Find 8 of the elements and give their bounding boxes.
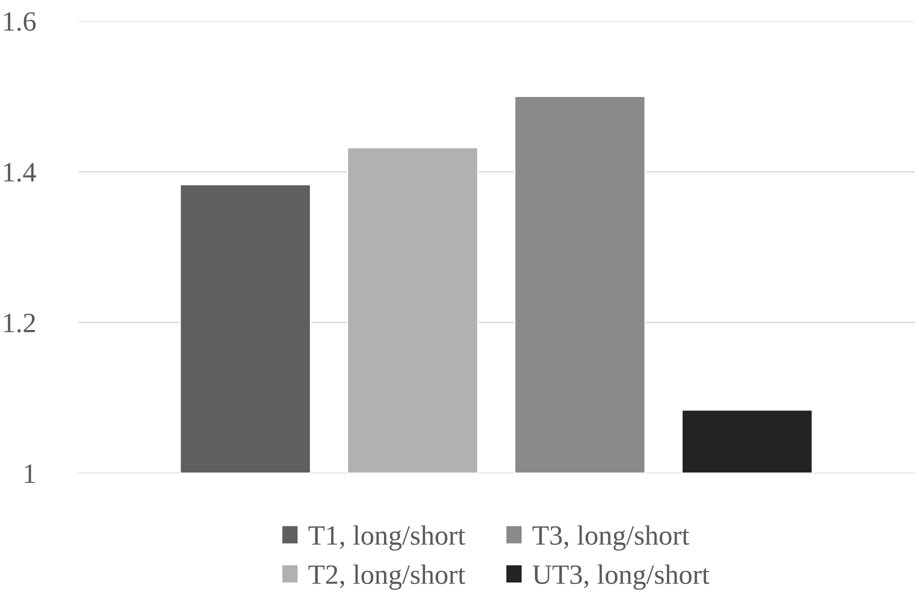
legend-label: UT3, long/short [532,564,710,590]
y-tick-label: 1.2 [4,314,35,332]
legend-label: T2, long/short [308,564,466,590]
y-tick-label: 1.6 [4,12,36,31]
y-tick-label: 1.4 [4,163,36,182]
legend-label: T3, long/short [532,525,690,551]
y-tick-label: 1 [25,464,35,483]
legend-label: T1, long/short [308,525,466,551]
